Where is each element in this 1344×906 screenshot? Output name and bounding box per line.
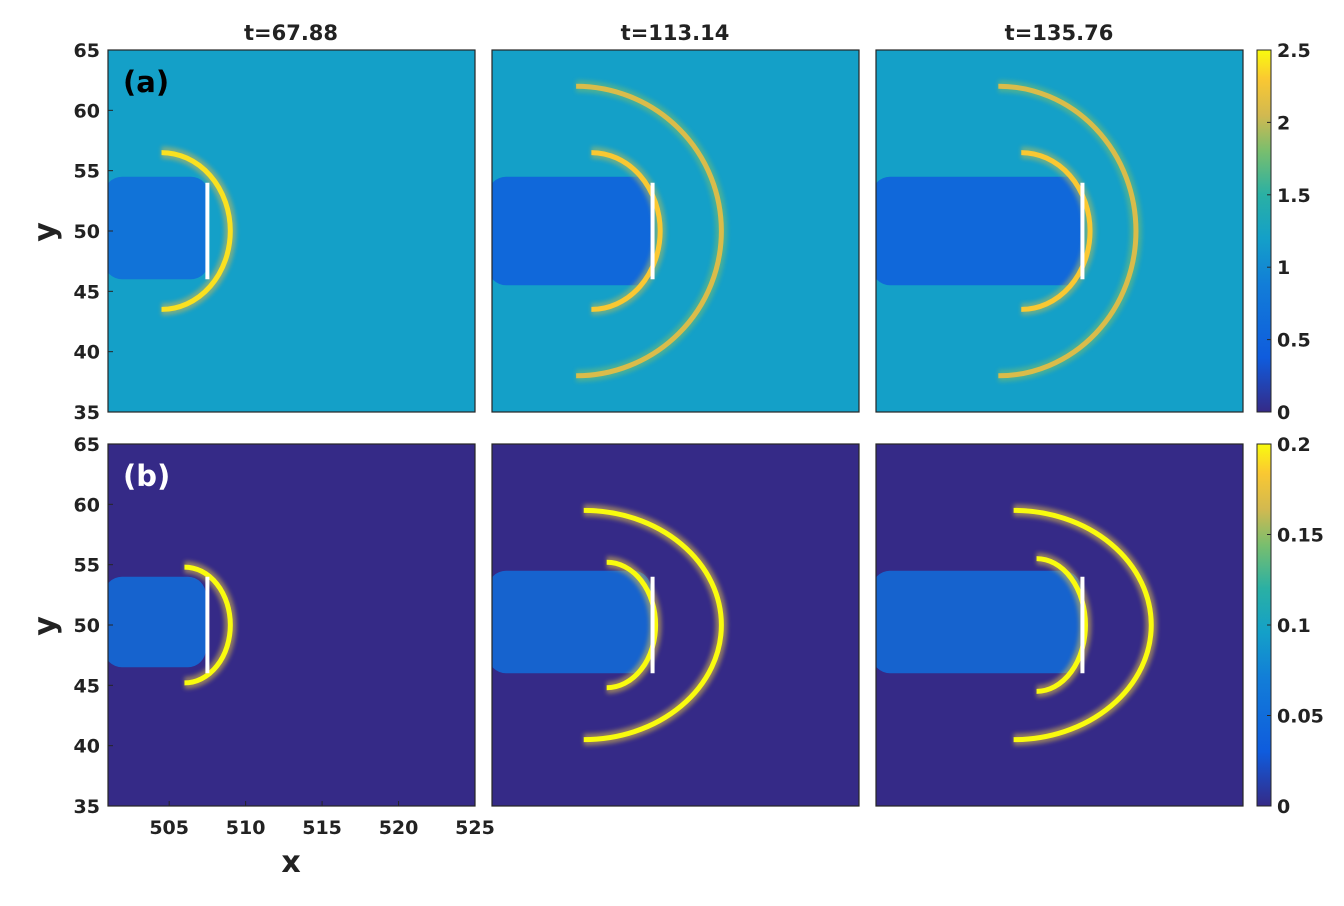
panel-field [108, 444, 475, 806]
shock-front-2 [576, 83, 724, 379]
panel-frame [491, 443, 860, 807]
shock-front-1 [1021, 150, 1093, 312]
cavity-region [876, 570, 1081, 674]
colorbar-tick-label: 0.2 [1277, 434, 1311, 456]
panels-layer: 35 40 45 50 55 60 65 35 40 45 50 55 60 65 505 510 515 520… [74, 40, 1244, 839]
cavity-region [492, 176, 655, 286]
colorbar-gradient [1256, 49, 1272, 413]
panel-b-3 [875, 443, 1244, 807]
y-tick-label: 50 [74, 221, 100, 243]
shock-front-1 [591, 150, 663, 312]
x-tick-label: 505 [149, 817, 189, 839]
x-tick-label: 510 [226, 817, 266, 839]
colorbar-tick-label: 0.5 [1277, 330, 1311, 352]
colorbar-a: 0 0.5 1 1.5 2 2.5 [1256, 40, 1311, 424]
colorbar-tick-label: 0.15 [1277, 525, 1324, 547]
shock-front-2 [1013, 507, 1154, 743]
cavity-region [108, 176, 209, 280]
panel-title-2: t=113.14 [621, 21, 730, 45]
colorbar-tick-label: 0.05 [1277, 706, 1324, 728]
x-tick-label: 525 [455, 817, 495, 839]
colorbar-tick-label: 1.5 [1277, 185, 1311, 207]
y-tick-label: 65 [74, 40, 100, 62]
row-label-a: (a) [123, 65, 169, 99]
row-label-b: (b) [123, 459, 170, 493]
y-tick-label: 50 [74, 615, 100, 637]
x-axis-label: x [281, 845, 300, 880]
colorbar-b: 0 0.05 0.1 0.15 0.2 [1256, 434, 1324, 818]
y-tick-label: 60 [74, 100, 100, 122]
shock-front-1 [184, 564, 233, 686]
panel-a-3 [875, 49, 1244, 413]
y-axis-label-b: y [28, 616, 63, 636]
panel-title-3: t=135.76 [1005, 21, 1114, 45]
colorbar-tick-label: 0 [1277, 402, 1290, 424]
panel-field [492, 444, 859, 806]
colorbar-layer: 0 0.5 1 1.5 2 2.5 0 0.05 0.1 0.15 0.2 [1256, 40, 1324, 818]
panel-b-1: 35 40 45 50 55 60 65 505 510 515 520 525 [74, 434, 495, 839]
y-tick-label: 35 [74, 796, 100, 818]
shock-front-2 [998, 83, 1139, 379]
colorbar-tick-label: 1 [1277, 257, 1290, 279]
colorbar-tick-label: 2.5 [1277, 40, 1311, 62]
panel-frame [875, 443, 1244, 807]
y-axis-label-a: y [28, 222, 63, 242]
y-tick-label: 60 [74, 494, 100, 516]
labels-layer: t=67.88 t=113.14 t=135.76 (a) (b) y y x [28, 21, 1113, 880]
panel-a-2 [491, 49, 860, 413]
shock-front-1 [606, 559, 659, 691]
panel-a-1: 35 40 45 50 55 60 65 [74, 40, 476, 424]
panel-field [492, 50, 859, 412]
panel-field [876, 50, 1243, 412]
y-tick-label: 35 [74, 402, 100, 424]
panel-b-2 [491, 443, 860, 807]
shock-front-2 [583, 507, 724, 743]
y-tick-label: 45 [74, 281, 100, 303]
colorbar-tick-label: 0 [1277, 796, 1290, 818]
panel-field [876, 444, 1243, 806]
panel-frame [491, 49, 860, 413]
panel-title-1: t=67.88 [244, 21, 338, 45]
cavity-region [876, 176, 1084, 286]
colorbar-tick-label: 0.1 [1277, 615, 1311, 637]
x-tick-label: 520 [379, 817, 419, 839]
y-tick-label: 40 [74, 342, 100, 364]
cavity-region [108, 576, 206, 668]
cavity-region [492, 570, 652, 674]
panel-field [108, 50, 475, 412]
y-tick-label: 40 [74, 736, 100, 758]
y-tick-label: 65 [74, 434, 100, 456]
y-tick-label: 55 [74, 161, 100, 183]
x-tick-label: 515 [302, 817, 342, 839]
y-tick-label: 45 [74, 675, 100, 697]
y-tick-label: 55 [74, 555, 100, 577]
shock-front-1 [161, 150, 233, 312]
panel-frame [875, 49, 1244, 413]
shock-front-1 [1036, 556, 1088, 694]
colorbar-tick-label: 2 [1277, 112, 1290, 134]
